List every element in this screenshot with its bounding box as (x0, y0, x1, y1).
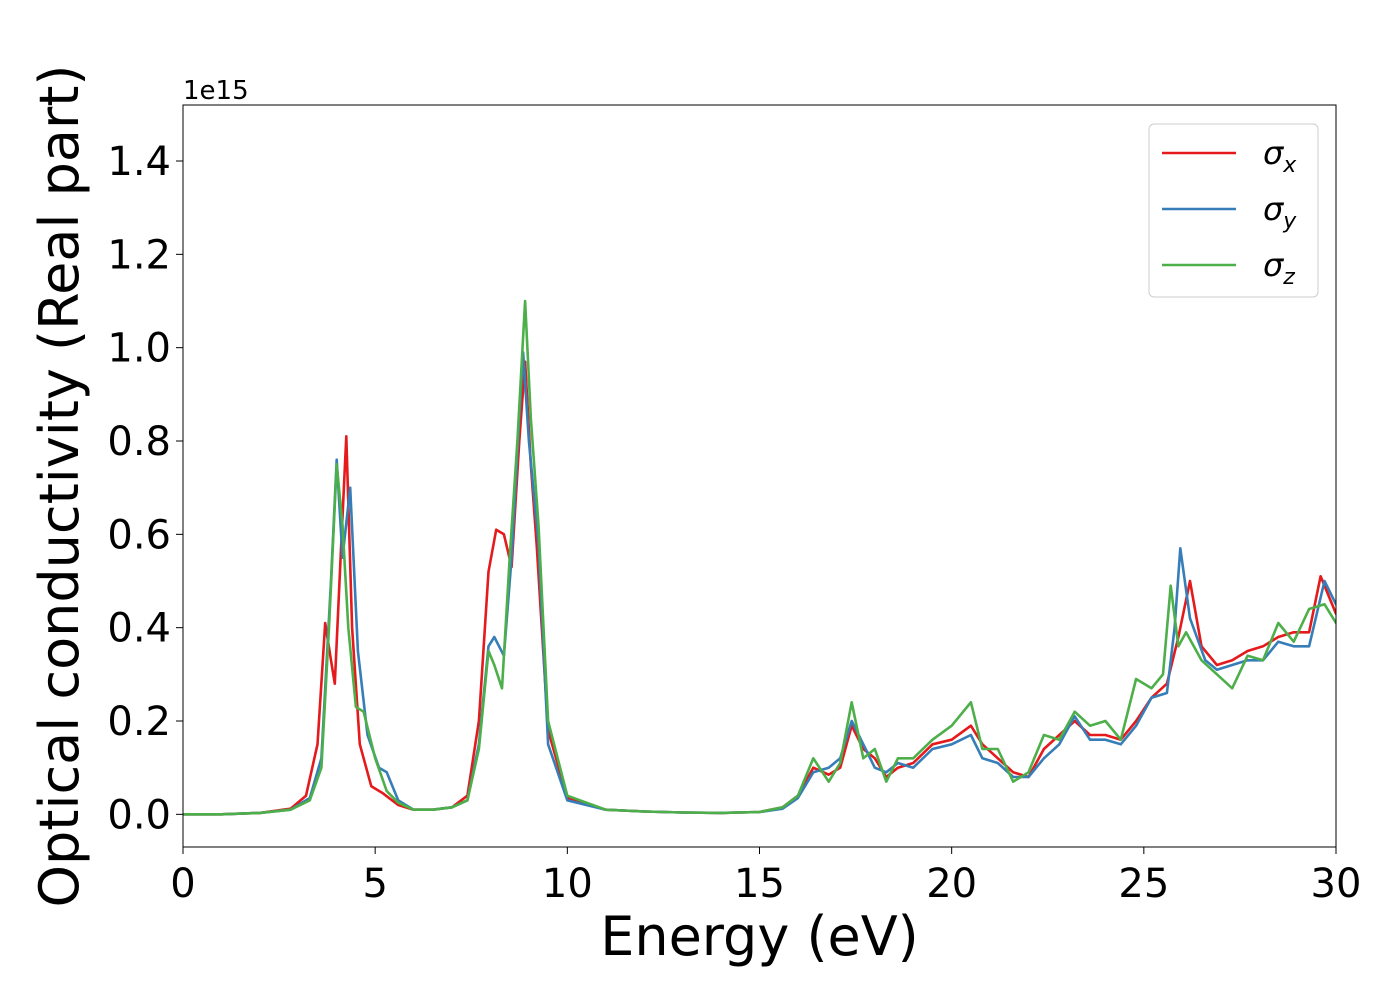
x-tick-label: 25 (1118, 861, 1169, 907)
y-offset-label: 1e15 (183, 76, 249, 106)
plot-lines (183, 299, 1336, 816)
y-tick-label: 0.6 (107, 512, 171, 558)
x-tick-label: 0 (170, 861, 195, 907)
y-tick-label: 1.2 (107, 232, 171, 278)
legend-entry-x: σx (1162, 134, 1297, 178)
legend-label-x: σx (1263, 134, 1297, 178)
y-tick-label: 0.4 (107, 606, 171, 652)
x-tick-label: 10 (542, 861, 593, 907)
y-tick-label: 0.2 (107, 699, 171, 745)
y-tick-label: 0.0 (107, 792, 171, 838)
legend-box (1148, 123, 1319, 298)
y-tick-label: 0.8 (107, 419, 171, 465)
x-axis-label: Energy (eV) (600, 905, 919, 968)
legend-entry-y: σy (1162, 190, 1297, 234)
legend-label-z: σz (1263, 246, 1295, 290)
y-axis-label: Optical conductivity (Real part) (28, 65, 91, 908)
x-tick-label: 30 (1311, 861, 1362, 907)
legend-label-y: σy (1263, 190, 1297, 234)
x-tick-label: 5 (362, 861, 387, 907)
y-tick-label: 1.4 (107, 139, 171, 185)
y-tick-label: 1.0 (107, 326, 171, 372)
x-tick-label: 20 (926, 861, 977, 907)
series-line-z (183, 299, 1336, 816)
legend-entry-z: σz (1162, 246, 1295, 290)
legend: σx σy σz (1148, 123, 1319, 298)
y-axis-ticks: 0.0 0.2 0.4 0.6 0.8 1.0 1.2 1.4 (107, 139, 183, 838)
x-axis-ticks: 0 5 10 15 20 25 30 (170, 847, 1361, 907)
x-tick-label: 15 (734, 861, 785, 907)
series-line-y (183, 351, 1336, 816)
